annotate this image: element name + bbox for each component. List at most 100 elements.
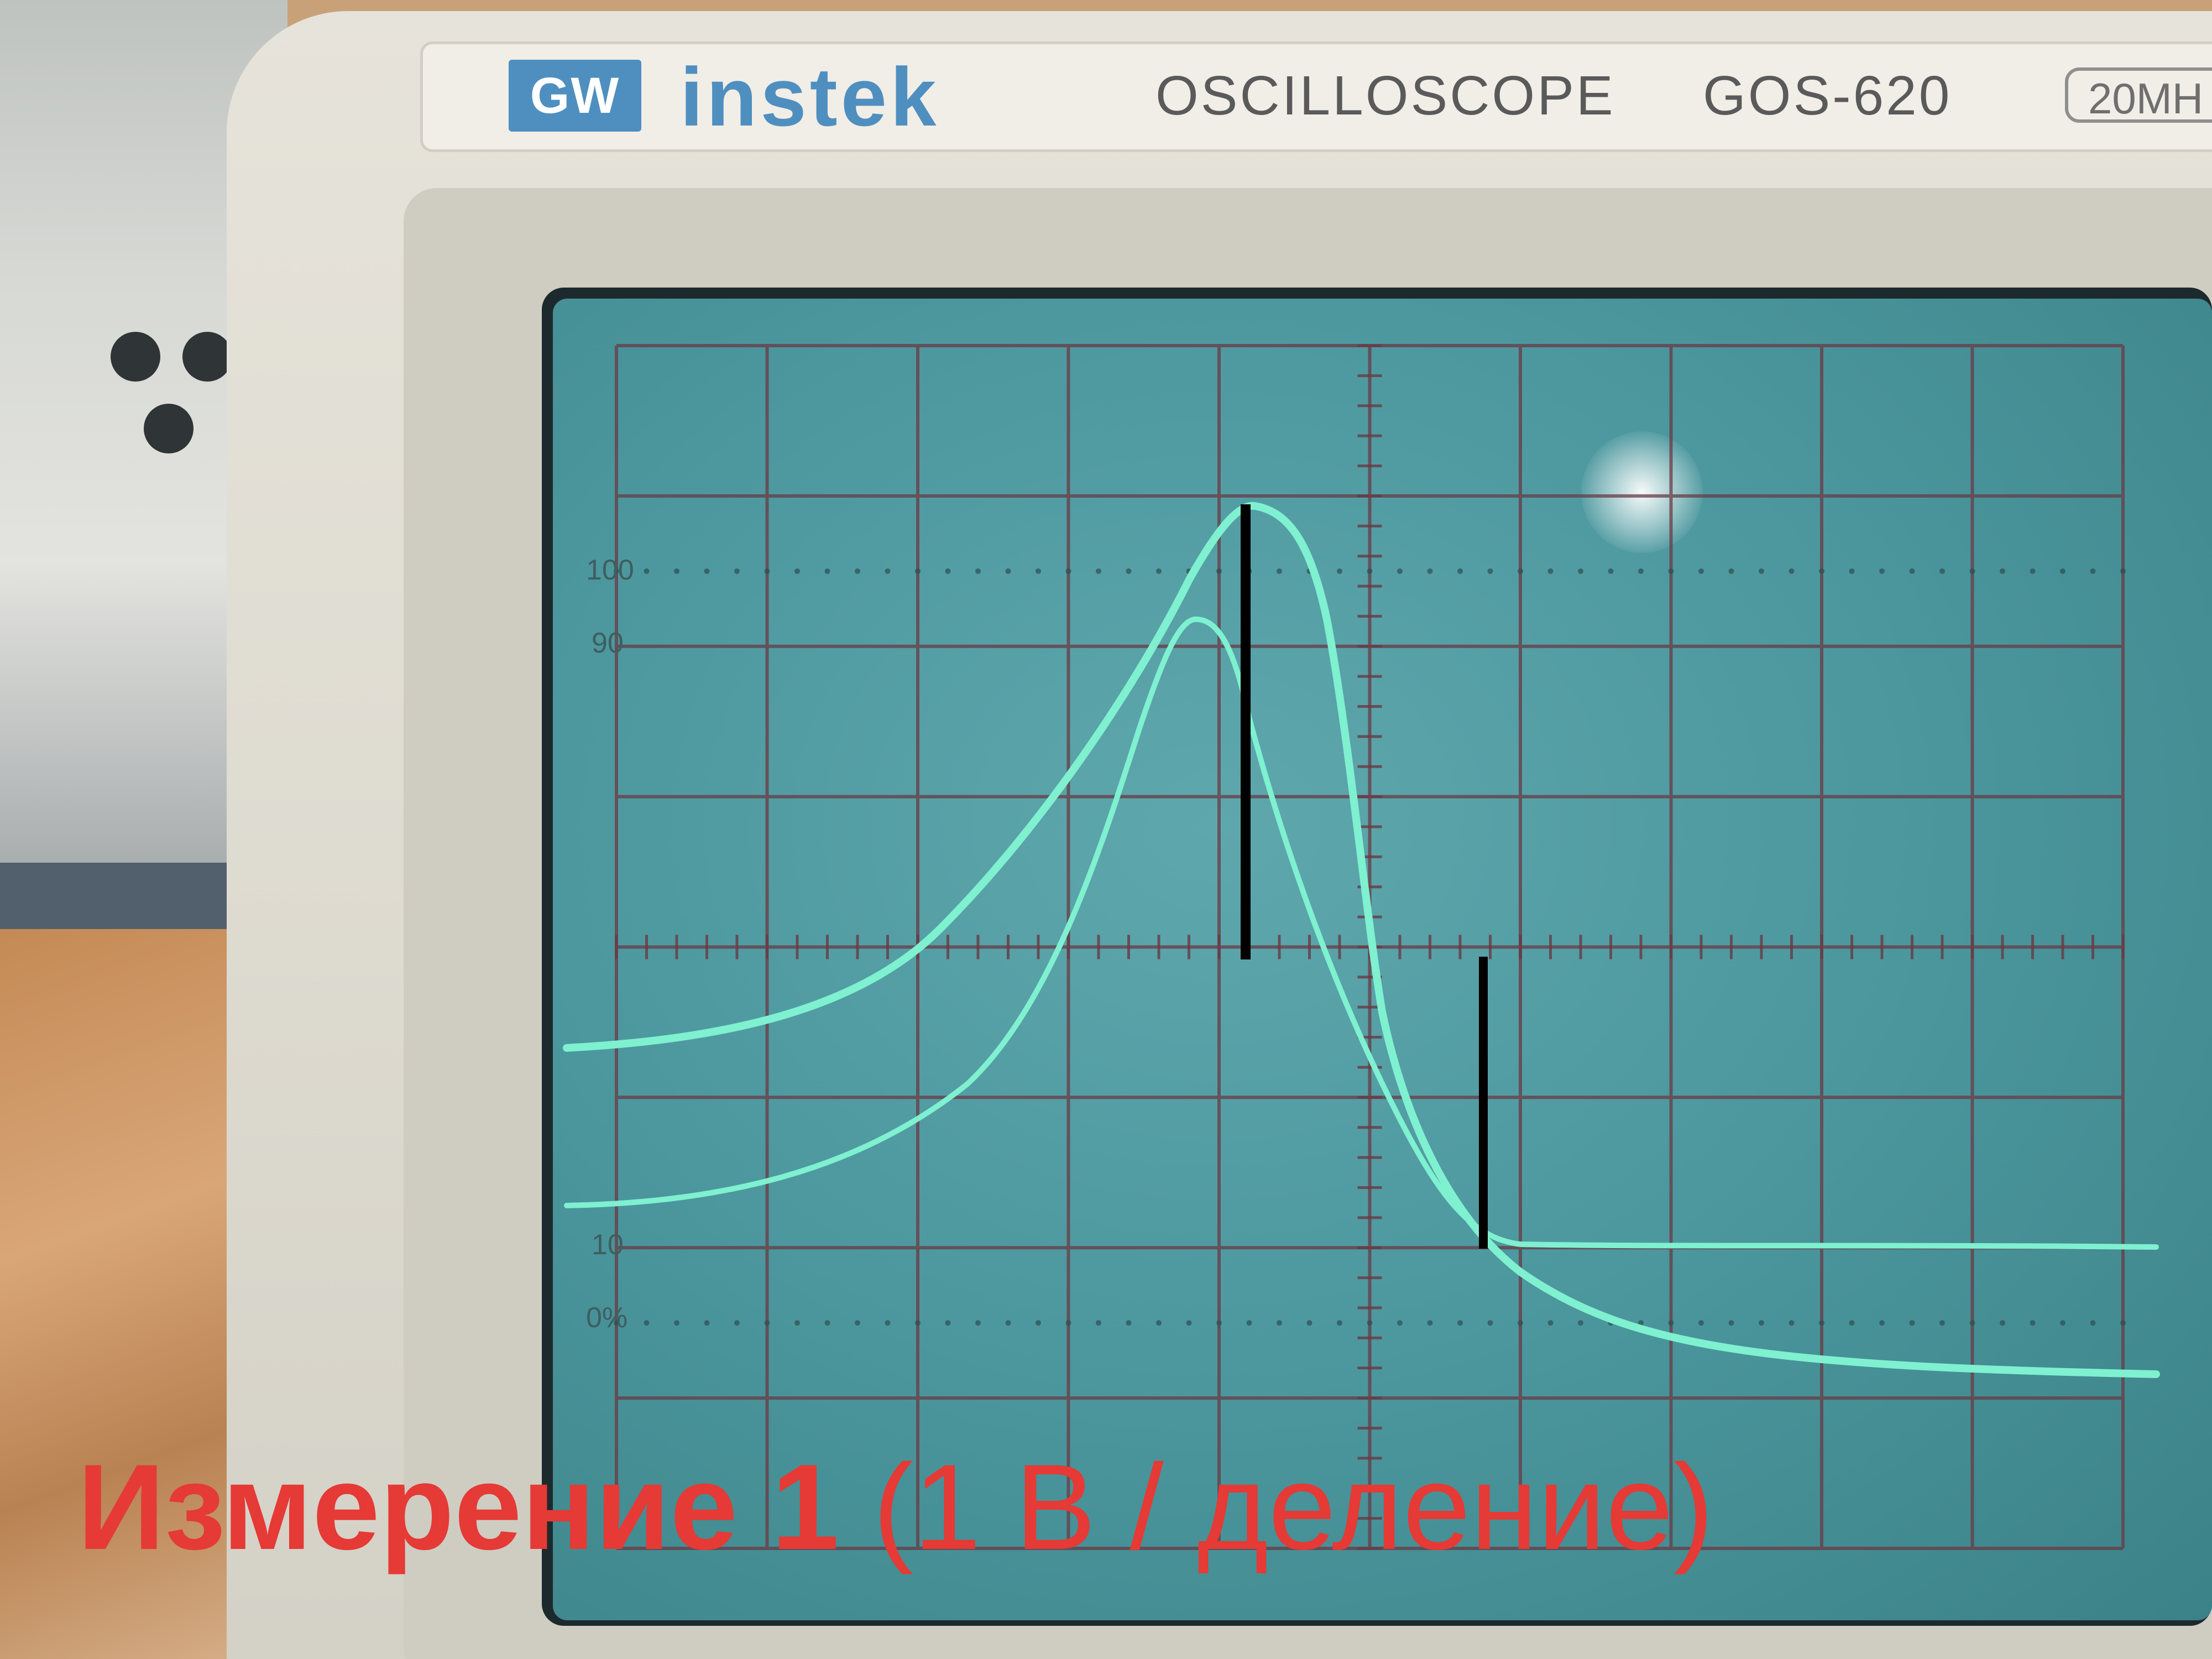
trace-2: [564, 616, 2159, 1250]
bandwidth-badge: 20MH: [2065, 67, 2212, 123]
grid-dot: [945, 1320, 951, 1326]
grid-dot: [1849, 568, 1855, 574]
grid-dot: [1367, 1320, 1373, 1326]
grid-dot: [885, 568, 891, 574]
knob-icon: [182, 332, 232, 382]
screen-glare: [1581, 431, 1703, 553]
grid-dot: [1005, 1320, 1011, 1326]
grid-dot: [1487, 1320, 1493, 1326]
graticule-dotted-lines: [614, 568, 2126, 1326]
grid-dot: [2060, 1320, 2065, 1326]
model-number: GOS-620: [1703, 65, 1952, 127]
grid-dot: [2030, 568, 2036, 574]
grid-dot: [1156, 568, 1162, 574]
grid-dot: [945, 568, 951, 574]
grid-dot: [1246, 1320, 1252, 1326]
grid-dot: [1698, 1320, 1704, 1326]
grid-dot: [674, 568, 679, 574]
grid-dot: [885, 1320, 891, 1326]
grid-dot: [1096, 1320, 1101, 1326]
grid-dot: [614, 1320, 619, 1326]
grid-dot: [1759, 568, 1764, 574]
knob-icon: [144, 404, 194, 453]
grid-dot: [2060, 568, 2065, 574]
grid-dot: [1397, 1320, 1403, 1326]
grid-dot: [2000, 568, 2005, 574]
grid-dot: [855, 568, 860, 574]
grid-dot: [855, 1320, 860, 1326]
grid-dot: [2120, 568, 2126, 574]
grid-dot: [1277, 1320, 1282, 1326]
grid-dot: [1819, 568, 1824, 574]
grid-dot: [1096, 568, 1101, 574]
grid-dot: [1518, 1320, 1523, 1326]
grid-dot: [1819, 1320, 1824, 1326]
caption-scale: (1 В / деление): [872, 1439, 1714, 1575]
grid-dot: [1036, 1320, 1041, 1326]
grid-dot: [1879, 1320, 1885, 1326]
grid-dot: [1547, 568, 1554, 574]
grid-dot: [1547, 1320, 1554, 1326]
grid-dot: [1427, 1320, 1433, 1326]
grid-dot: [824, 568, 830, 574]
measurement-caption: Измерение 1 (1 В / деление): [77, 1438, 1714, 1576]
grid-dot: [1728, 568, 1734, 574]
grid-dot: [1939, 1320, 1945, 1326]
label-plate: [420, 41, 2212, 152]
grid-dot: [734, 1320, 740, 1326]
grid-dot: [2000, 1320, 2005, 1326]
grid-dot: [1367, 568, 1373, 574]
grid-dot: [1216, 568, 1222, 574]
grid-dot: [614, 568, 619, 574]
grid-dot: [2030, 1320, 2036, 1326]
grid-dot: [1337, 1320, 1342, 1326]
grid-dot: [674, 1320, 679, 1326]
graticule-label-90: 90: [592, 627, 624, 659]
grid-dot: [1337, 568, 1342, 574]
grid-dot: [1065, 568, 1071, 574]
graticule-label-10: 10: [592, 1229, 624, 1261]
grid-dot: [764, 1320, 770, 1326]
grid-dot: [764, 568, 770, 574]
grid-dot: [1457, 1320, 1463, 1326]
grid-dot: [975, 1320, 981, 1326]
grid-dot: [1879, 568, 1885, 574]
grid-dot: [1277, 568, 1282, 574]
grid-dot: [1728, 1320, 1734, 1326]
grid-dot: [1578, 568, 1583, 574]
grid-dot: [1638, 1320, 1644, 1326]
grid-dot: [1457, 568, 1463, 574]
grid-dot: [704, 568, 710, 574]
knob-icon: [111, 332, 160, 382]
grid-dot: [1578, 1320, 1583, 1326]
grid-dot: [1789, 1320, 1795, 1326]
brand-logo: instek: [680, 50, 940, 143]
grid-dot: [1427, 568, 1433, 574]
grid-dot: [1698, 568, 1704, 574]
grid-dot: [1156, 1320, 1162, 1326]
grid-dot: [734, 568, 740, 574]
trace-1: [563, 502, 2160, 1378]
grid-dot: [794, 1320, 800, 1326]
graticule-label-0: 0%: [586, 1302, 627, 1334]
grid-dot: [704, 1320, 710, 1326]
grid-dot: [1005, 568, 1011, 574]
grid-dot: [915, 568, 921, 574]
grid-dot: [794, 568, 800, 574]
grid-dot: [1909, 568, 1915, 574]
grid-dot: [1036, 568, 1041, 574]
grid-dot: [1518, 568, 1523, 574]
grid-dot: [1969, 568, 1975, 574]
grid-dot: [1668, 568, 1674, 574]
grid-dot: [1397, 568, 1403, 574]
grid-dot: [1759, 1320, 1764, 1326]
grid-dot: [1216, 1320, 1222, 1326]
grid-dot: [1789, 568, 1795, 574]
grid-dot: [975, 568, 981, 574]
grid-dot: [2090, 568, 2096, 574]
grid-dot: [1487, 568, 1493, 574]
grid-dot: [1849, 1320, 1855, 1326]
grid-dot: [1668, 1320, 1674, 1326]
grid-dot: [915, 1320, 921, 1326]
